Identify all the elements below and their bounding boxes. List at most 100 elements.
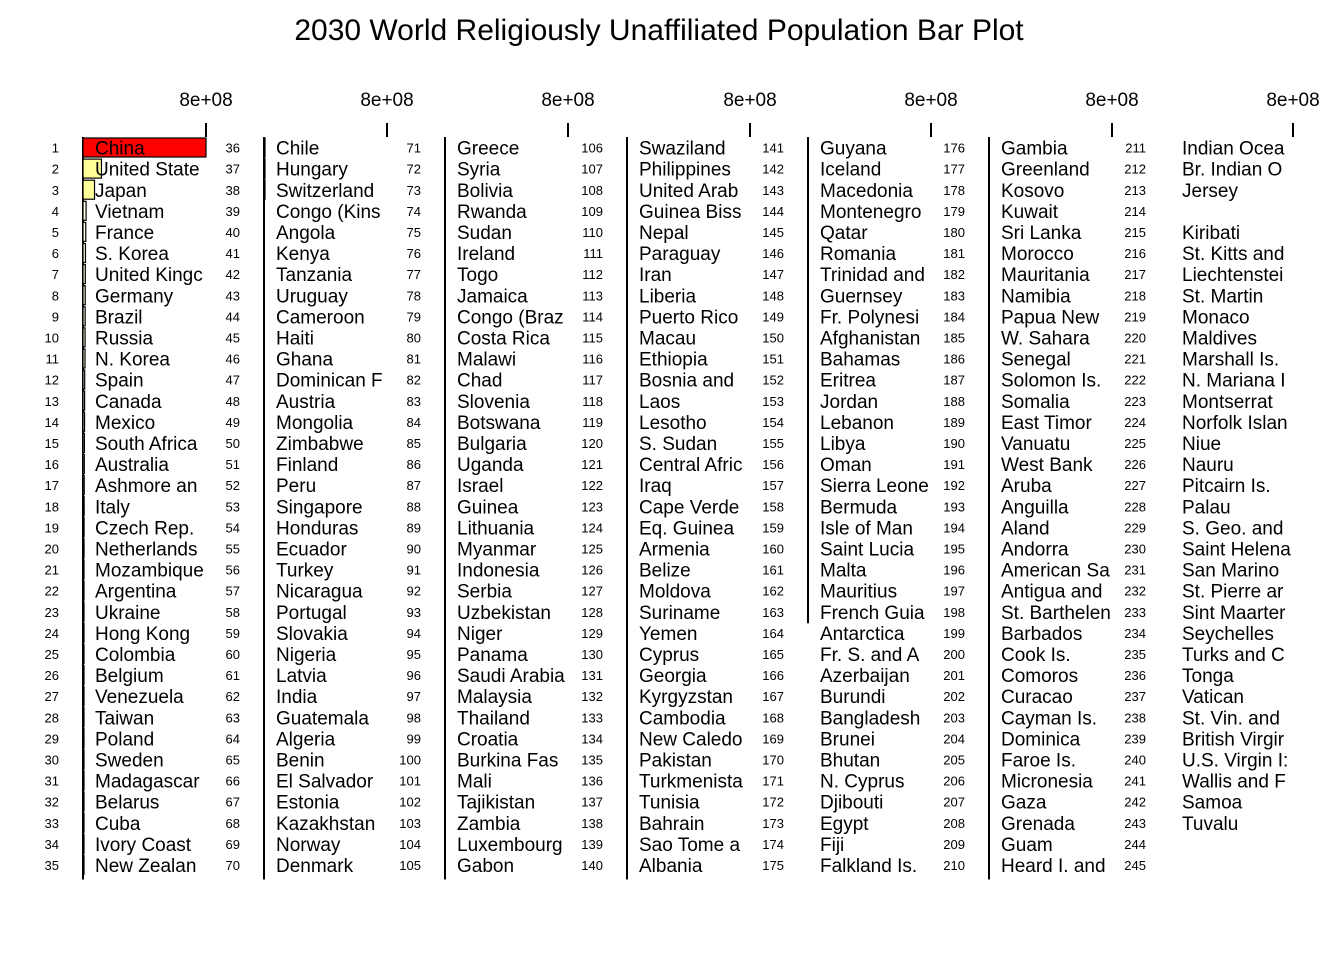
- country-label: Tajikistan: [457, 793, 535, 814]
- rank-label: 45: [226, 330, 240, 345]
- rank-label: 229: [1124, 520, 1146, 535]
- country-label: Poland: [95, 729, 154, 750]
- rank-label: 84: [407, 415, 421, 430]
- rank-label: 181: [943, 246, 965, 261]
- rank-label: 191: [943, 457, 965, 472]
- rank-label: 49: [226, 415, 240, 430]
- rank-label: 222: [1124, 373, 1146, 388]
- rank-label: 24: [45, 626, 59, 641]
- rank-label: 78: [407, 288, 421, 303]
- country-label: Ashmore an: [95, 476, 197, 497]
- country-label: Chile: [276, 139, 319, 160]
- rank-label: 235: [1124, 647, 1146, 662]
- bar: [82, 707, 85, 728]
- country-label: Falkland Is.: [820, 856, 917, 877]
- bar: [82, 728, 85, 749]
- country-label: Eritrea: [820, 371, 876, 392]
- rank-label: 98: [407, 710, 421, 725]
- rank-label: 10: [45, 330, 59, 345]
- rank-label: 198: [943, 605, 965, 620]
- bar: [82, 643, 85, 665]
- rank-label: 227: [1124, 478, 1146, 493]
- bar: [82, 517, 85, 538]
- country-label: Guatemala: [276, 708, 369, 729]
- country-label: Ivory Coast: [95, 835, 192, 856]
- rank-label: 184: [943, 309, 965, 324]
- rank-label: 205: [943, 752, 965, 767]
- bar: [82, 348, 86, 369]
- country-label: Colombia: [95, 645, 176, 666]
- country-label: Bulgaria: [457, 434, 527, 455]
- country-label: St. Kitts and: [1182, 244, 1284, 265]
- rank-label: 21: [45, 563, 59, 578]
- country-label: Czech Rep.: [95, 518, 194, 539]
- rank-label: 234: [1124, 626, 1146, 641]
- country-label: Faroe Is.: [1001, 750, 1076, 771]
- country-label: Hungary: [276, 160, 348, 181]
- rank-label: 90: [407, 541, 421, 556]
- rank-label: 245: [1124, 858, 1146, 873]
- rank-label: 41: [226, 246, 240, 261]
- country-label: Cayman Is.: [1001, 708, 1097, 729]
- country-label: Pakistan: [639, 750, 712, 771]
- rank-label: 154: [762, 415, 784, 430]
- country-label: Isle of Man: [820, 518, 913, 539]
- rank-label: 11: [46, 352, 60, 367]
- rank-label: 30: [45, 752, 59, 767]
- rank-label: 218: [1124, 288, 1146, 303]
- country-label: Macau: [639, 328, 696, 349]
- rank-label: 192: [943, 478, 965, 493]
- bar: [263, 179, 266, 200]
- country-label: Saint Helena: [1182, 539, 1291, 560]
- rank-label: 60: [226, 647, 240, 662]
- rank-label: 1: [52, 141, 59, 156]
- country-label: Liberia: [639, 286, 696, 307]
- country-label: Aruba: [1001, 476, 1052, 497]
- country-label: Kazakhstan: [276, 814, 375, 835]
- rank-label: 169: [762, 731, 784, 746]
- country-label: Senegal: [1001, 350, 1071, 371]
- rank-label: 215: [1124, 225, 1146, 240]
- country-label: Papua New: [1001, 307, 1100, 328]
- rank-label: 221: [1124, 352, 1146, 367]
- country-label: Qatar: [820, 223, 868, 244]
- country-label: Cyprus: [639, 645, 699, 666]
- rank-label: 103: [399, 816, 421, 831]
- rank-label: 16: [45, 457, 59, 472]
- rank-label: 35: [45, 858, 59, 873]
- rank-label: 199: [943, 626, 965, 641]
- country-label: United Arab: [639, 181, 738, 202]
- country-label: Cambodia: [639, 708, 726, 729]
- rank-label: 19: [45, 520, 59, 535]
- country-label: Mali: [457, 772, 492, 793]
- country-label: Brazil: [95, 307, 143, 328]
- rank-label: 242: [1124, 795, 1146, 810]
- bar: [82, 854, 85, 876]
- rank-label: 201: [943, 668, 965, 683]
- rank-label: 72: [407, 162, 421, 177]
- rank-label: 101: [399, 774, 421, 789]
- rank-label: 25: [45, 647, 59, 662]
- bar: [82, 770, 85, 791]
- rank-label: 196: [943, 563, 965, 578]
- rank-label: 112: [582, 267, 603, 282]
- country-label: Indian Ocea: [1182, 139, 1285, 160]
- axis-tick-label: 8e+08: [360, 90, 413, 111]
- rank-label: 174: [762, 837, 784, 852]
- country-label: S. Korea: [95, 244, 169, 265]
- country-label: Burundi: [820, 687, 886, 708]
- country-label: Madagascar: [95, 772, 200, 793]
- country-label: Vietnam: [95, 202, 164, 223]
- rank-label: 58: [226, 605, 240, 620]
- rank-label: 236: [1124, 668, 1146, 683]
- rank-label: 69: [226, 837, 240, 852]
- rank-label: 104: [399, 837, 421, 852]
- rank-label: 115: [582, 330, 603, 345]
- country-label: Tuvalu: [1182, 814, 1238, 835]
- country-label: Turkey: [276, 561, 334, 582]
- rank-label: 173: [762, 816, 784, 831]
- rank-label: 200: [943, 647, 965, 662]
- rank-label: 165: [762, 647, 784, 662]
- rank-label: 168: [762, 710, 784, 725]
- rank-label: 80: [407, 330, 421, 345]
